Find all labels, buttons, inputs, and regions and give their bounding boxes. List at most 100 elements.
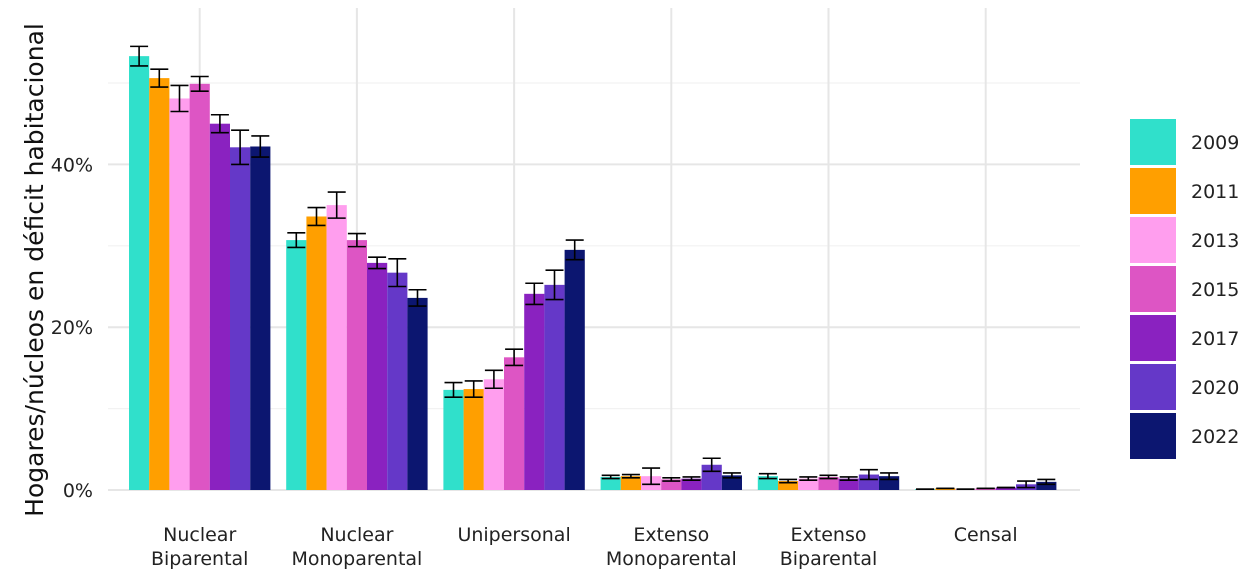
legend-item: 2009	[1130, 119, 1239, 165]
error-bar	[130, 45, 149, 67]
bar	[504, 357, 525, 490]
error-bar	[642, 467, 661, 486]
bar	[149, 78, 170, 490]
y-tick-label: 20%	[51, 317, 93, 339]
x-tick-label: Censal	[954, 524, 1018, 546]
error-bar	[682, 476, 701, 482]
bar	[326, 205, 347, 490]
error-bars	[130, 45, 1056, 490]
bar	[681, 478, 702, 490]
bar	[189, 83, 210, 491]
error-bar	[327, 191, 346, 219]
error-bar	[150, 68, 169, 88]
y-tick-label: 40%	[51, 154, 93, 176]
bar	[798, 478, 819, 490]
error-bar	[859, 468, 878, 481]
error-bar	[1037, 478, 1056, 486]
error-bar	[601, 474, 620, 480]
bar	[661, 479, 682, 490]
y-axis-ticks: 0% 20% 40%	[51, 154, 93, 502]
error-bar	[287, 231, 306, 249]
error-bar	[190, 75, 209, 92]
x-tick-label: Unipersonal	[457, 524, 570, 546]
bar	[250, 146, 271, 490]
bar	[387, 272, 408, 490]
legend-item: 2017	[1130, 315, 1239, 361]
bar	[230, 147, 251, 490]
bar	[818, 476, 839, 490]
error-bar	[484, 369, 503, 390]
bar	[838, 478, 859, 490]
bar	[721, 475, 742, 490]
bar	[286, 240, 307, 490]
error-bar	[621, 473, 640, 479]
error-bar	[307, 206, 326, 227]
legend-label: 2009	[1191, 132, 1239, 154]
bar	[306, 216, 327, 490]
error-bar	[545, 269, 564, 301]
bar	[367, 262, 388, 490]
error-bar	[464, 380, 483, 399]
error-bar	[722, 472, 741, 479]
bar	[975, 488, 996, 490]
legend-label: 2022	[1191, 426, 1239, 448]
legend-swatch	[1130, 217, 1176, 263]
bar	[995, 487, 1016, 490]
y-tick-label: 0%	[63, 480, 93, 502]
error-bar	[408, 288, 427, 307]
legend-swatch	[1130, 168, 1176, 214]
legend-item: 2020	[1130, 364, 1239, 410]
error-bar	[880, 472, 899, 481]
bar	[935, 488, 956, 490]
legend-item: 2022	[1130, 413, 1239, 459]
bar	[407, 297, 428, 490]
error-bar	[1017, 480, 1036, 489]
legend-swatch	[1130, 119, 1176, 165]
x-axis-ticks: Nuclear Biparental Nuclear Monoparental Unip…	[151, 524, 1018, 570]
bar	[757, 476, 778, 490]
x-tick-label: Nuclear Monoparental	[291, 524, 422, 570]
legend-item: 2011	[1130, 168, 1239, 214]
x-tick-label: Extenso Biparental	[780, 524, 878, 570]
legend-label: 2015	[1191, 279, 1239, 301]
error-bar	[210, 113, 229, 134]
error-bar	[779, 478, 798, 484]
error-bar	[839, 476, 858, 482]
bar	[129, 56, 150, 490]
bar	[858, 474, 879, 490]
legend-label: 2011	[1191, 181, 1239, 203]
bar	[346, 240, 367, 490]
bar	[483, 379, 504, 490]
legend: 2009 2011 2013 2015 2017 2020 2022	[1130, 119, 1239, 459]
bar	[524, 293, 545, 490]
y-axis-label: Hogares/núcleos en déficit habitacional	[20, 23, 49, 517]
bar	[169, 98, 190, 490]
legend-item: 2015	[1130, 266, 1239, 312]
x-tick-label: Nuclear Biparental	[151, 524, 249, 570]
error-bar	[758, 472, 777, 480]
bar	[463, 389, 484, 490]
error-bar	[799, 476, 818, 482]
legend-label: 2017	[1191, 328, 1239, 350]
error-bar	[388, 258, 407, 288]
legend-swatch	[1130, 413, 1176, 459]
bar	[1036, 481, 1057, 490]
bar	[209, 123, 230, 490]
bar	[620, 476, 641, 490]
bar	[600, 476, 621, 490]
error-bar	[819, 474, 838, 480]
error-bar	[525, 282, 544, 306]
legend-swatch	[1130, 266, 1176, 312]
error-bar	[565, 239, 584, 261]
legend-label: 2020	[1191, 377, 1239, 399]
legend-item: 2013	[1130, 217, 1239, 263]
error-bar	[702, 457, 721, 473]
bar	[564, 249, 585, 490]
bar	[443, 389, 464, 490]
error-bar	[231, 129, 250, 166]
error-bar	[505, 348, 524, 367]
error-bar	[251, 135, 270, 158]
legend-swatch	[1130, 315, 1176, 361]
error-bar	[444, 381, 463, 399]
